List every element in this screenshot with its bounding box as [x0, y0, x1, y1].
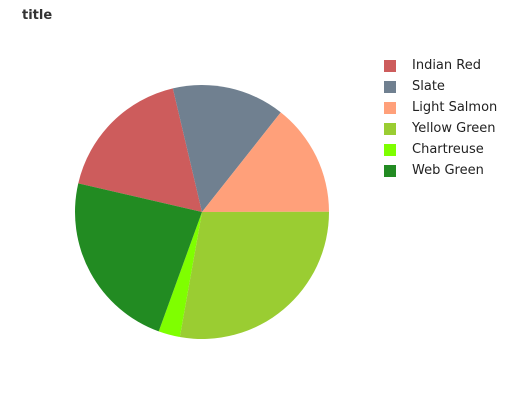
legend-label: Slate: [412, 79, 445, 94]
legend-swatch: [384, 164, 396, 177]
legend-label: Light Salmon: [412, 100, 498, 115]
legend-swatch: [384, 122, 396, 135]
pie-slice-yellow-green: [179, 211, 330, 340]
legend-item: Slate: [384, 78, 497, 95]
legend-item: Light Salmon: [384, 99, 497, 116]
legend-label: Yellow Green: [412, 121, 496, 136]
pie-slice-slate: [172, 84, 281, 212]
legend: Indian Red Slate Light Salmon Yellow Gre…: [384, 57, 497, 183]
legend-label: Indian Red: [412, 58, 481, 73]
legend-item: Chartreuse: [384, 141, 497, 158]
pie-slice-indian-red: [78, 88, 202, 212]
pie-slice-chartreuse: [158, 212, 202, 338]
pie-slice-light-salmon: [202, 112, 329, 212]
legend-swatch: [384, 101, 396, 114]
legend-item: Yellow Green: [384, 120, 497, 137]
legend-swatch: [384, 80, 396, 93]
legend-label: Chartreuse: [412, 142, 484, 157]
legend-swatch: [384, 59, 396, 72]
legend-item: Web Green: [384, 162, 497, 179]
legend-swatch: [384, 143, 396, 156]
legend-label: Web Green: [412, 163, 484, 178]
chart-title: title: [22, 8, 53, 23]
pie-slice-web-green: [75, 183, 202, 332]
pie-slices: [75, 84, 330, 340]
legend-item: Indian Red: [384, 57, 497, 74]
